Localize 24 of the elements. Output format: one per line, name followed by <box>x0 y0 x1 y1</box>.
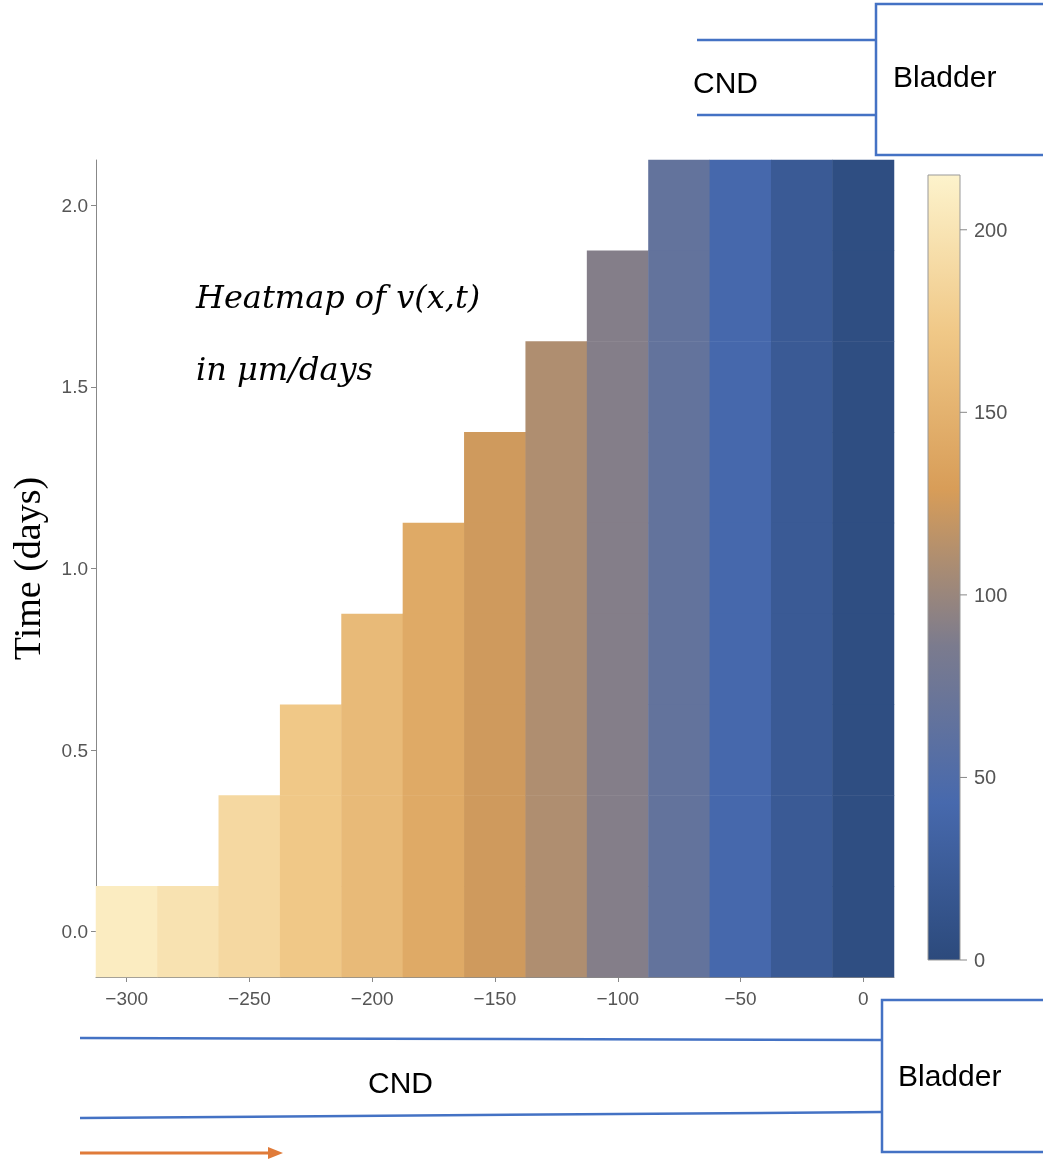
color-bar-label: 150 <box>974 401 1008 424</box>
color-bar-label: 100 <box>974 583 1008 606</box>
y-tick-label: 1.5 <box>61 376 88 398</box>
text: Bladder <box>893 60 997 94</box>
y-tick-label: 0.5 <box>61 739 88 761</box>
color-bar-label: 50 <box>974 766 997 789</box>
text: CND <box>368 1066 433 1100</box>
text: Bladder <box>898 1059 1002 1093</box>
y-tick-label: 2.0 <box>61 194 88 216</box>
x-tick-label: −150 <box>473 988 517 1009</box>
x-tick-label: −100 <box>596 988 640 1009</box>
x-tick-label: −200 <box>350 988 394 1009</box>
x-tick-label: −50 <box>724 988 757 1009</box>
x-tick-label: 0 <box>858 988 869 1009</box>
y-tick-label: 1.0 <box>61 558 88 579</box>
x-tick-label: −300 <box>105 988 149 1009</box>
y-tick-label: 0.0 <box>61 921 88 943</box>
text: CND <box>693 66 758 100</box>
annotation: in μm/days <box>196 350 373 388</box>
x-tick-label: −250 <box>228 988 271 1009</box>
color-bar-label: 200 <box>974 218 1008 241</box>
color-bar-label: 0 <box>974 949 986 971</box>
y-axis-title: Time (days) <box>6 476 49 661</box>
annotation: Heatmap of v(x,t) <box>196 278 481 316</box>
